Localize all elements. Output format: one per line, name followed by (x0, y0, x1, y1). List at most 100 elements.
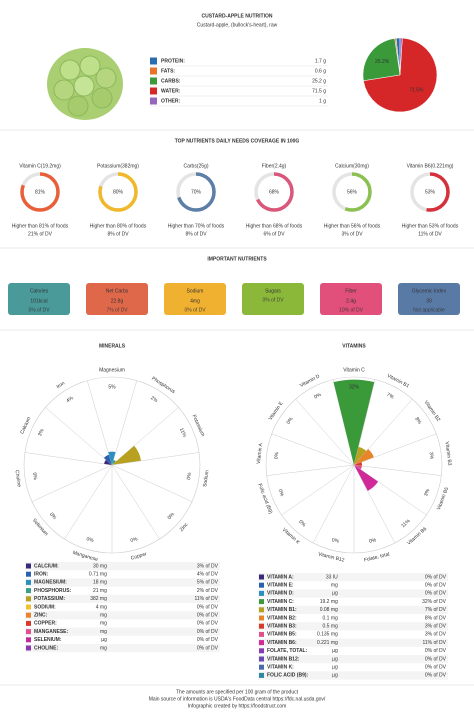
nutrient-card (8, 283, 70, 315)
polar-wedge (104, 459, 112, 465)
sector-name: Vitamin D (299, 373, 321, 389)
row-dv: 32% of DV (422, 599, 447, 605)
row-amount: 0.08 mg (320, 607, 338, 613)
section-title: IMPORTANT NUTRIENTS (207, 256, 267, 262)
row-swatch (259, 574, 264, 580)
nutrient-name: Vitamin C(19.2mg) (19, 163, 61, 169)
sector-value: 0% (86, 536, 95, 544)
row-swatch (26, 637, 31, 643)
sector-value: 2% (149, 395, 159, 404)
sector-value: 0% (369, 537, 378, 545)
row-bg (258, 655, 448, 664)
sector-line (24, 452, 113, 466)
sector-name: Phosphorus (150, 376, 176, 396)
dv: 8% of DV (185, 231, 207, 237)
fruit-image (47, 48, 123, 120)
row-dv: 0% of DV (425, 648, 447, 654)
row-swatch (26, 612, 31, 618)
subtitle: Custard-apple, (bullock's-heart), raw (197, 22, 278, 28)
macro-name: CARBS: (161, 78, 181, 84)
card-name: Calories (30, 288, 49, 294)
sector-name: Manganese (72, 550, 99, 563)
sector-value: 0% (130, 536, 139, 544)
row-amount: 0.1 mg (323, 615, 339, 621)
row-swatch (259, 648, 264, 654)
row-dv: 7% of DV (425, 607, 447, 613)
ring-label: 68% (269, 189, 280, 195)
row-amount: 0.135 mg (317, 632, 338, 638)
row-swatch (26, 596, 31, 602)
sector-line (86, 380, 113, 466)
sector-line (295, 398, 355, 466)
row-dv: 0% of DV (197, 629, 219, 635)
card-value: 22.8g (111, 298, 124, 304)
higher-than: Higher than 53% of foods (402, 223, 459, 229)
sector-name: Vitamin K (281, 527, 301, 546)
row-dv: 0% of DV (425, 583, 447, 589)
macro-amount: 0.6 g (315, 68, 326, 74)
footer-line: The amounts are specified per 100 gram o… (176, 689, 299, 695)
sector-name: Zinc (179, 522, 190, 533)
sector-name: Vitamin B3 (444, 441, 453, 466)
card-dv: 10% of DV (339, 307, 364, 313)
ring-arc (254, 172, 294, 212)
row-swatch (26, 571, 31, 577)
card-name: Net Carbs (106, 288, 129, 294)
macro-name: OTHER: (161, 98, 181, 104)
row-swatch (259, 582, 264, 588)
footer-line: Infographic created by https://foodstruc… (188, 703, 287, 709)
row-amount: 0.71 mg (89, 572, 107, 578)
sector-line (111, 464, 193, 502)
row-swatch (259, 672, 264, 678)
nutrient-card (320, 283, 382, 315)
sector-line (271, 433, 355, 466)
sector-value: 5% (108, 384, 116, 390)
row-label: MAGNESIUM: (34, 580, 67, 586)
sector-value: 4% (65, 395, 75, 404)
row-dv: 0% of DV (425, 574, 447, 580)
legend-swatch (150, 87, 157, 95)
sector-value: 11% (178, 427, 188, 439)
sector-line (111, 464, 160, 540)
row-amount: µg (332, 673, 338, 679)
row-dv: 3% of DV (197, 563, 219, 569)
card-name: Glycemic Index (412, 288, 447, 294)
sector-value: 3% (37, 428, 46, 438)
row-bg (25, 594, 220, 603)
polar-wedge (333, 379, 375, 465)
sector-value: 0% (186, 472, 193, 481)
nutrient-name: Fiber(2.4g) (262, 163, 287, 169)
row-label: VITAMIN C: (267, 599, 294, 605)
sector-value: 32% (349, 384, 360, 390)
row-swatch (259, 599, 264, 605)
polar-wedge (354, 446, 367, 465)
sector-name: Folic acid (B9) (256, 483, 273, 515)
sector-name: Choline (13, 470, 21, 488)
row-swatch (259, 664, 264, 670)
sector-line (353, 464, 396, 544)
row-swatch (259, 607, 264, 613)
row-label: VITAMIN A: (267, 574, 294, 580)
row-dv: 3% of DV (425, 632, 447, 638)
sector-line (353, 433, 437, 466)
higher-than: Higher than 81% of foods (12, 223, 69, 229)
row-amount: 18 mg (93, 580, 107, 586)
row-amount: 0.221 mg (317, 640, 338, 646)
row-dv: 11% of DV (194, 596, 218, 602)
row-bg (258, 671, 448, 680)
sector-name: Sodium (202, 470, 210, 488)
row-dv: 0% of DV (197, 604, 219, 610)
higher-than: Higher than 70% of foods (168, 223, 225, 229)
row-label: SODIUM: (34, 604, 56, 610)
section-title: VITAMINS (342, 343, 366, 349)
row-bg (25, 644, 220, 653)
row-amount: mg (100, 629, 107, 635)
card-dv: 0% of DV (184, 307, 206, 313)
row-amount: µg (332, 648, 338, 654)
row-amount: mg (100, 621, 107, 627)
nutrient-card (398, 283, 460, 315)
row-dv: 5% of DV (197, 580, 219, 586)
sector-value: 7% (385, 392, 395, 401)
row-dv: 3% of DV (425, 624, 447, 630)
sector-value: 0% (273, 451, 280, 459)
